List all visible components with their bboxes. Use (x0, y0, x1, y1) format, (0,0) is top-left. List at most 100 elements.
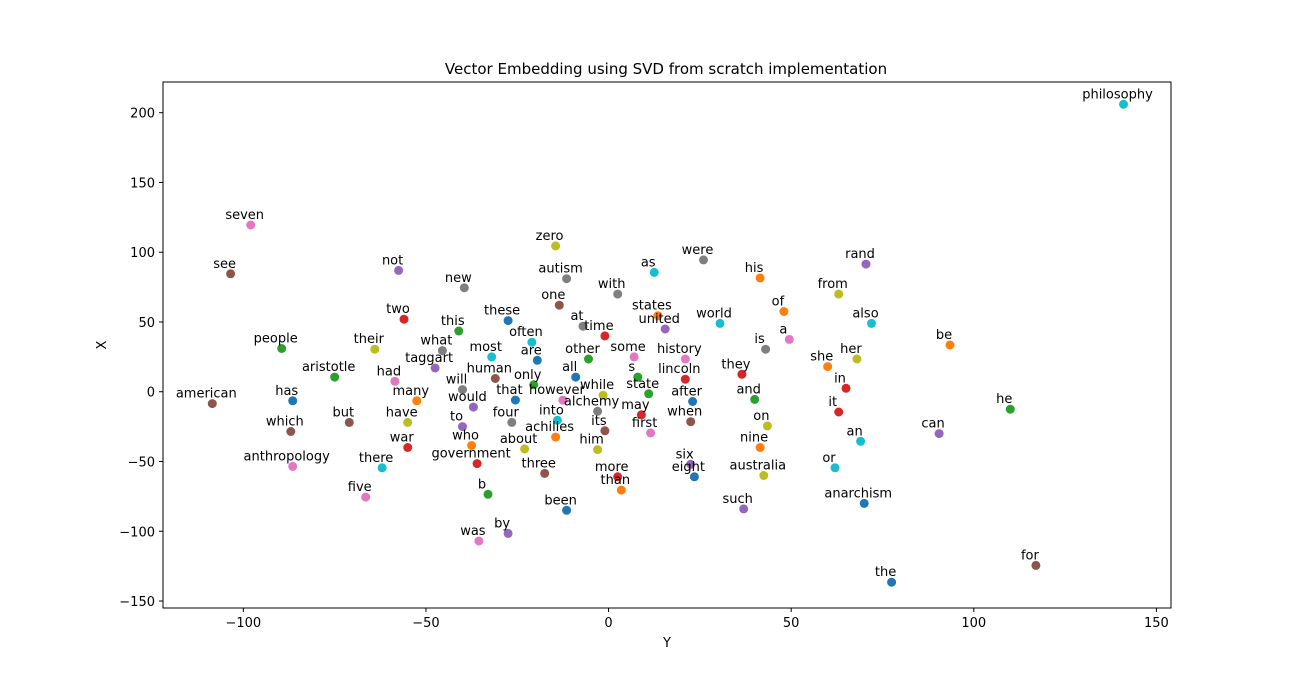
point-label-there: there (359, 451, 393, 466)
point-label-however: however (529, 383, 586, 398)
point-not (394, 265, 404, 275)
point-label-such: such (722, 492, 752, 507)
point-label-they: they (721, 357, 750, 372)
point-label-time: time (584, 319, 613, 334)
point-taggart (430, 363, 440, 373)
point-label-three: three (521, 456, 555, 471)
point-label-eight: eight (672, 460, 705, 475)
point-label-achilles: achilles (525, 420, 574, 435)
point-eight (689, 472, 699, 482)
point-for (1031, 560, 1041, 570)
point-zero (551, 241, 561, 251)
point-label-into: into (539, 403, 564, 418)
point-other (584, 354, 593, 364)
point-label-about: about (500, 432, 538, 447)
point-label-had: had (377, 364, 401, 379)
y-tick-label: 150 (130, 176, 155, 191)
point-more (613, 472, 623, 482)
point-may (636, 410, 646, 420)
point-some (629, 352, 639, 362)
x-tick-label: 0 (604, 616, 612, 631)
point-label-of: of (772, 295, 785, 310)
point-label-which: which (266, 415, 304, 430)
point-see (226, 269, 236, 279)
point-label-this: this (441, 314, 465, 329)
point-label-is: is (754, 332, 765, 347)
y-axis-label: X (95, 340, 110, 349)
point-about (520, 444, 530, 454)
point-him (593, 445, 603, 455)
point-into (552, 415, 562, 425)
point-a (784, 334, 794, 344)
point-united (660, 324, 670, 334)
point-label-four: four (493, 405, 520, 420)
point-label-has: has (275, 384, 298, 399)
point-first (646, 428, 656, 438)
point-label-anthropology: anthropology (244, 449, 331, 464)
point-six (686, 459, 696, 469)
point-label-new: new (445, 271, 472, 286)
point-label-autism: autism (538, 262, 582, 277)
point-label-were: were (682, 243, 714, 258)
point-their (370, 344, 380, 354)
point-label-state: state (626, 377, 659, 392)
point-people (277, 344, 287, 353)
point-is (761, 344, 771, 354)
point-at (578, 321, 588, 331)
y-tick-label: 50 (138, 316, 155, 331)
point-label-nine: nine (740, 431, 768, 446)
point-label-who: who (452, 429, 479, 444)
point-many (412, 396, 422, 406)
point-label-in: in (834, 371, 846, 386)
point-label-lincoln: lincoln (658, 362, 700, 377)
point-from (834, 289, 844, 299)
point-two (399, 314, 409, 324)
point-label-by: by (494, 516, 510, 531)
point-label-aristotle: aristotle (302, 360, 355, 375)
point-label-see: see (213, 257, 236, 272)
y-tick-label: −150 (119, 595, 155, 610)
point-label-have: have (386, 405, 418, 420)
point-label-other: other (565, 342, 600, 357)
point-world (715, 318, 725, 328)
point-but (344, 417, 354, 427)
point-label-can: can (921, 417, 944, 432)
point-label-human: human (467, 362, 512, 377)
point-anthropology (288, 461, 298, 471)
point-be (945, 340, 955, 350)
point-label-it: it (828, 395, 837, 410)
x-tick-label: −100 (225, 616, 261, 631)
point-it (834, 407, 844, 417)
point-label-him: him (579, 433, 604, 448)
point-time (600, 331, 610, 341)
point-in (841, 383, 851, 393)
point-label-will: will (446, 373, 467, 388)
point-alchemy (593, 406, 603, 416)
point-its (600, 426, 610, 436)
point-label-war: war (390, 431, 415, 446)
point-five (361, 492, 371, 502)
point-label-was: was (460, 524, 486, 539)
point-war (403, 443, 413, 452)
point-they (737, 369, 747, 379)
point-had (390, 376, 400, 386)
point-label-government: government (431, 447, 510, 462)
point-anarchism (859, 498, 869, 508)
point-his (755, 273, 765, 283)
point-labels: american has which anthropology people aristo… (176, 87, 1153, 580)
point-state (644, 389, 654, 399)
point-and (750, 394, 760, 404)
point-label-on: on (753, 409, 769, 424)
point-which (286, 427, 296, 436)
point-label-with: with (598, 277, 626, 292)
point-also (867, 318, 876, 328)
scatter-points (207, 99, 1128, 587)
point-label-are: are (521, 343, 542, 358)
point-this (454, 326, 464, 336)
point-label-her: her (840, 342, 862, 357)
point-australia (759, 471, 769, 480)
point-can (934, 429, 944, 439)
x-tick-label: 50 (783, 616, 800, 631)
point-was (474, 536, 484, 546)
point-label-may: may (621, 398, 650, 413)
